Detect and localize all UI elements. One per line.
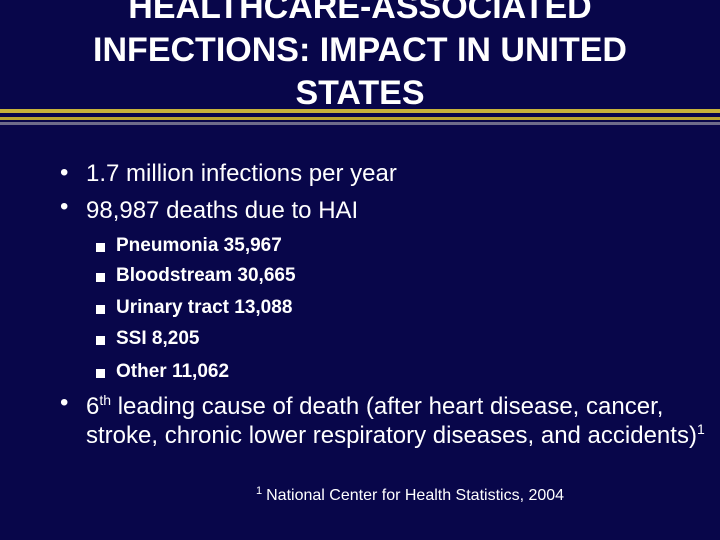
bullet-infections-per-year: 1.7 million infections per year	[86, 160, 397, 187]
sub-bullet-bloodstream: Bloodstream 30,665	[116, 265, 296, 286]
bullet-marker: •	[60, 193, 69, 220]
sub-bullet-urinary-tract: Urinary tract 13,088	[116, 297, 293, 318]
square-bullet-icon	[96, 243, 105, 252]
bullet-marker: •	[60, 159, 69, 186]
square-bullet-icon	[96, 305, 105, 314]
title-rule-gold-top	[0, 109, 720, 113]
sub-bullet-other: Other 11,062	[116, 361, 230, 382]
bullet-marker: •	[60, 389, 69, 416]
sub-bullet-pneumonia: Pneumonia 35,967	[116, 235, 282, 256]
title-rule-grey	[0, 122, 720, 125]
footnote-reference: 1	[696, 421, 705, 437]
title-line-3: STATES	[295, 74, 425, 112]
title-line-1: HEALTHCARE-ASSOCIATED	[128, 0, 592, 26]
title-rule-gold-bottom	[0, 117, 720, 120]
footnote-marker: 1	[256, 485, 263, 497]
rank-number: 6	[86, 393, 100, 420]
rank-suffix: th	[99, 392, 112, 408]
title-line-2: INFECTIONS: IMPACT IN UNITED	[93, 31, 627, 69]
bullet-leading-cause-of-death: 6th leading cause of death (after heart …	[86, 392, 706, 450]
square-bullet-icon	[96, 273, 105, 282]
footnote-text: National Center for Health Statistics, 2…	[266, 487, 565, 504]
bullet-deaths-due-to-hai: 98,987 deaths due to HAI	[86, 197, 359, 224]
square-bullet-icon	[96, 336, 105, 345]
square-bullet-icon	[96, 369, 105, 378]
leading-cause-text: leading cause of death (after heart dise…	[86, 393, 697, 449]
footnote: 1 National Center for Health Statistics, …	[256, 485, 565, 505]
slide-title: HEALTHCARE-ASSOCIATED INFECTIONS: IMPACT…	[40, 0, 680, 115]
sub-bullet-ssi: SSI 8,205	[116, 328, 200, 349]
